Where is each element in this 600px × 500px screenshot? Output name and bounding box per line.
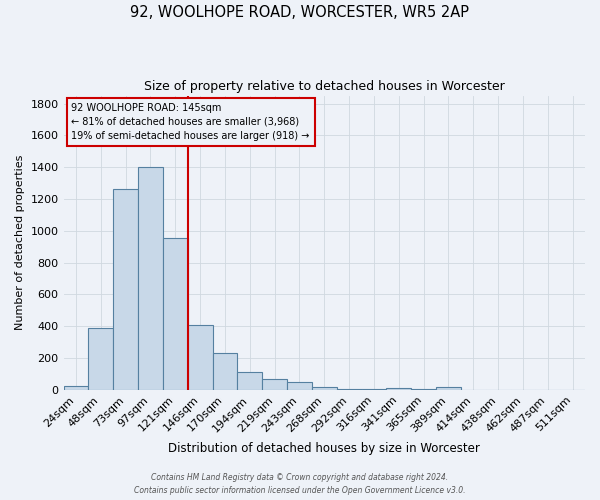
Bar	[88, 328, 113, 390]
Bar	[138, 167, 163, 390]
Bar	[386, 388, 411, 390]
Bar	[238, 372, 262, 390]
Bar	[188, 324, 212, 390]
Bar	[287, 382, 312, 390]
Text: 92 WOOLHOPE ROAD: 145sqm
← 81% of detached houses are smaller (3,968)
19% of sem: 92 WOOLHOPE ROAD: 145sqm ← 81% of detach…	[71, 103, 310, 141]
Bar	[212, 353, 238, 390]
Title: Size of property relative to detached houses in Worcester: Size of property relative to detached ho…	[144, 80, 505, 93]
Text: 92, WOOLHOPE ROAD, WORCESTER, WR5 2AP: 92, WOOLHOPE ROAD, WORCESTER, WR5 2AP	[131, 5, 470, 20]
Bar	[64, 386, 88, 390]
Y-axis label: Number of detached properties: Number of detached properties	[15, 155, 25, 330]
Bar	[163, 238, 188, 390]
Text: Contains HM Land Registry data © Crown copyright and database right 2024.
Contai: Contains HM Land Registry data © Crown c…	[134, 474, 466, 495]
Bar	[262, 380, 287, 390]
Bar	[113, 190, 138, 390]
X-axis label: Distribution of detached houses by size in Worcester: Distribution of detached houses by size …	[169, 442, 480, 455]
Bar	[436, 386, 461, 390]
Bar	[362, 389, 386, 390]
Bar	[312, 387, 337, 390]
Bar	[337, 389, 362, 390]
Bar	[411, 389, 436, 390]
